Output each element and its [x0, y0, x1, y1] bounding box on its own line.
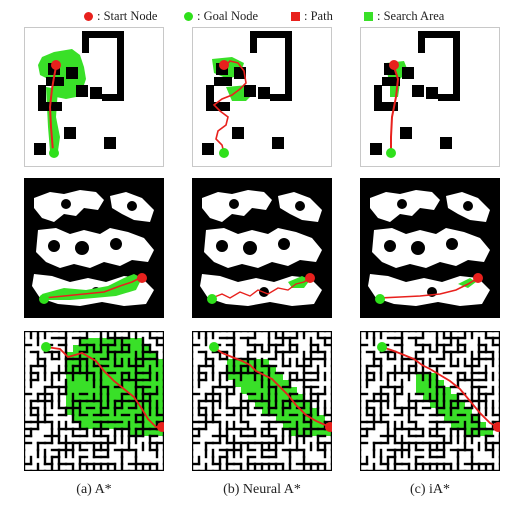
- path-line: [381, 346, 499, 428]
- ia-maze-svg: [360, 331, 500, 471]
- legend-goal-label: : Goal Node: [197, 8, 259, 23]
- legend-goal: : Goal Node: [184, 8, 258, 24]
- start-node-marker-icon: [84, 11, 93, 21]
- start-node: [473, 273, 483, 283]
- obstacles: [202, 31, 292, 155]
- path-line: [43, 277, 141, 299]
- path-line: [48, 66, 57, 152]
- start-node: [219, 60, 229, 70]
- neural-map2-svg: [192, 178, 332, 318]
- start-node: [137, 273, 147, 283]
- legend-search: : Search Area: [364, 8, 444, 24]
- obstacles: [34, 31, 124, 155]
- start-node: [389, 60, 399, 70]
- maze-walls: [24, 331, 164, 471]
- maze-walls: [360, 331, 500, 471]
- path-line: [211, 277, 311, 299]
- legend-start-label: : Start Node: [97, 8, 158, 23]
- goal-node: [39, 294, 49, 304]
- start-node: [305, 273, 315, 283]
- legend-search-label: : Search Area: [377, 8, 445, 23]
- path-line: [212, 60, 247, 154]
- astar-map2-svg: [24, 178, 164, 318]
- search-area: [227, 359, 332, 436]
- goal-node: [41, 342, 51, 352]
- goal-node: [377, 342, 387, 352]
- goal-node: [219, 148, 229, 158]
- goal-node: [209, 342, 219, 352]
- search-area: [288, 276, 310, 288]
- path-swatch-icon: [291, 11, 300, 21]
- legend-path-label: : Path: [304, 8, 333, 23]
- caption-c: (c) iA*: [409, 482, 451, 497]
- path-line: [379, 277, 479, 299]
- path-line: [213, 346, 331, 428]
- panel-b-maze: [192, 331, 332, 471]
- search-area: [416, 373, 493, 436]
- goal-node: [375, 294, 385, 304]
- start-node: [493, 422, 500, 432]
- panel-c-maze: [360, 331, 500, 471]
- start-node: [51, 60, 61, 70]
- maze-walls: [192, 331, 332, 471]
- legend-start: : Start Node: [84, 8, 157, 24]
- black-holes: [216, 199, 305, 297]
- ia-map1-svg: [360, 27, 500, 167]
- legend-path: : Path: [291, 8, 333, 24]
- search-area: [66, 338, 164, 436]
- ia-map2-svg: [360, 178, 500, 318]
- astar-map1-svg: [24, 27, 164, 167]
- goal-node: [207, 294, 217, 304]
- search-area: [42, 274, 142, 300]
- neural-maze-svg: [192, 331, 332, 471]
- goal-node: [49, 148, 59, 158]
- start-node: [325, 422, 332, 432]
- neural-map1-svg: [192, 27, 332, 167]
- black-holes: [48, 199, 137, 297]
- search-area: [458, 278, 476, 288]
- path-line: [45, 346, 162, 428]
- start-node: [157, 422, 164, 432]
- search-area-swatch-icon: [364, 11, 373, 21]
- path-line: [390, 66, 400, 153]
- astar-maze-svg: [24, 331, 164, 471]
- panel-a-map2: [24, 178, 164, 318]
- goal-node: [386, 148, 396, 158]
- panel-a-map1: [24, 27, 164, 167]
- panel-a-maze: [24, 331, 164, 471]
- panel-b-map1: [192, 27, 332, 167]
- legend: : Start Node : Goal Node : Path : Search…: [0, 0, 517, 30]
- panel-c-map1: [360, 27, 500, 167]
- panel-c-map2: [360, 178, 500, 318]
- black-holes: [384, 199, 473, 297]
- goal-node-marker-icon: [184, 11, 193, 21]
- obstacles: [370, 31, 460, 155]
- panel-b-map2: [192, 178, 332, 318]
- caption-b: (b) Neural A*: [223, 482, 301, 497]
- caption-a: (a) A*: [76, 482, 112, 497]
